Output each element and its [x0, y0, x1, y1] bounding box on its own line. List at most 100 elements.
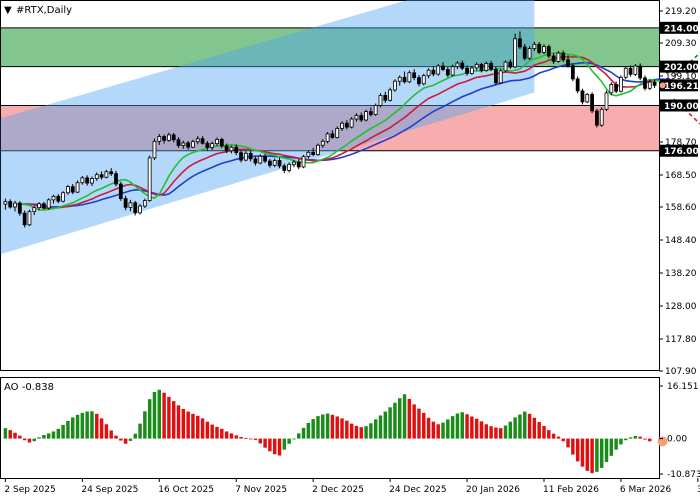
candle [37, 202, 41, 211]
candle [128, 199, 133, 212]
x-tick-label: 16 Oct 2025 [158, 485, 214, 495]
ao-bar [580, 438, 585, 467]
ao-bar [234, 435, 238, 439]
ao-bar [503, 425, 508, 439]
candle [200, 136, 205, 145]
candle-body-up [388, 89, 393, 101]
candle-body-up [51, 195, 56, 201]
current-price-marker [659, 82, 666, 89]
ao-bar [8, 430, 12, 439]
ao-tick-label: 16.151 [667, 382, 699, 392]
y-tick-label: 219.20 [665, 7, 697, 17]
candle [118, 181, 123, 201]
candle-body-up [157, 136, 162, 142]
candle-body-up [128, 202, 133, 208]
candle [330, 130, 335, 139]
candle [556, 51, 561, 63]
candle [41, 201, 46, 210]
ao-bar [624, 438, 628, 441]
candle-body-down [614, 84, 619, 92]
candle [407, 70, 412, 84]
ao-bar [551, 433, 556, 439]
candle [368, 107, 373, 117]
candle-body-up [498, 70, 503, 84]
candle-body-up [340, 122, 344, 129]
candle [181, 140, 186, 149]
candle [494, 66, 498, 86]
candle [8, 199, 13, 209]
candle [484, 61, 489, 72]
price-tag-label: 202.00 [664, 63, 699, 73]
candle-body-down [56, 195, 61, 202]
candle [546, 44, 551, 59]
candle [518, 31, 522, 50]
candle-body-down [594, 110, 599, 126]
ao-bar [200, 418, 205, 439]
candle-body-up [90, 178, 94, 184]
candle [301, 154, 306, 169]
ao-bar [229, 433, 234, 439]
candle-body-up [75, 182, 80, 193]
candle-body-up [37, 203, 41, 209]
ao-bar [595, 438, 599, 472]
candle [585, 92, 590, 104]
ao-bar [191, 413, 195, 439]
candle-body-down [99, 174, 104, 178]
candle-body-down [412, 72, 417, 79]
candle-body-down [234, 146, 239, 154]
ao-bar [277, 438, 282, 456]
candle-body-down [546, 46, 551, 57]
candle-body-up [484, 62, 489, 71]
candle [479, 62, 484, 73]
ao-bar [354, 425, 359, 439]
time-axis: 2 Sep 2025 24 Sep 2025 16 Oct 2025 7 Nov 20… [4, 478, 700, 495]
candle [604, 90, 609, 111]
ao-bar [133, 433, 137, 439]
candle-body-down [85, 177, 90, 184]
candle [383, 91, 388, 103]
ao-bar [244, 437, 248, 439]
ao-bar [42, 435, 46, 439]
candle-body-up [349, 118, 354, 128]
ao-bar [70, 417, 75, 439]
ao-bar [186, 411, 190, 439]
oscillator-frame [0, 377, 660, 479]
candle-body-down [118, 183, 123, 200]
candle-body-up [94, 174, 99, 179]
candle [22, 210, 27, 228]
ao-bar [13, 432, 17, 439]
ma-blue-line [24, 61, 674, 208]
candle [306, 150, 311, 159]
candle [80, 175, 85, 185]
price-tag-bg [660, 144, 698, 157]
candle [316, 143, 320, 156]
candle-body-up [556, 52, 561, 62]
candle [109, 168, 114, 176]
price-zone-2 [1, 105, 659, 151]
candle [277, 157, 282, 169]
ao-bar [450, 416, 455, 439]
candle [210, 141, 215, 151]
candle-body-down [417, 77, 421, 85]
chart-title-arrow: ▼ [4, 5, 12, 16]
ao-bar [215, 426, 219, 439]
ao-bar [604, 438, 609, 463]
price-tag: 196.21 [660, 79, 699, 92]
candle-body-up [532, 43, 537, 49]
ao-bar [123, 438, 128, 444]
candle-body-up [335, 128, 340, 138]
candle [542, 44, 546, 55]
candle-body-up [647, 81, 652, 89]
candle [66, 185, 70, 195]
candle-body-up [393, 80, 397, 91]
candle [296, 159, 301, 170]
candle [378, 93, 383, 108]
ao-bar [393, 402, 397, 439]
candle [3, 198, 8, 210]
candle-body-up [450, 66, 455, 76]
candle-body-up [619, 76, 623, 92]
candle-body-down [460, 62, 465, 69]
candle-body-down [551, 55, 556, 62]
candle-body-up [191, 141, 195, 148]
price-tag-bg [660, 99, 698, 112]
